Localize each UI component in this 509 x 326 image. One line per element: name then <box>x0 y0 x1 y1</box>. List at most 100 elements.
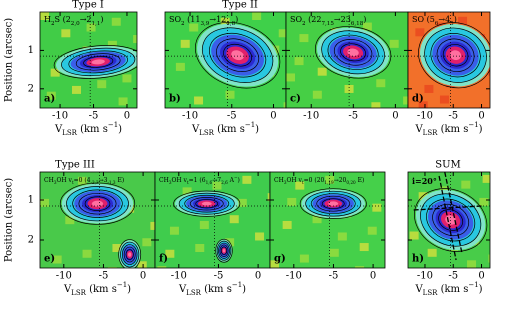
x-tick-label: -10 <box>171 271 187 282</box>
noise <box>461 180 471 189</box>
label-part: →4 <box>438 15 450 24</box>
label-part: 5 <box>450 21 454 27</box>
emission <box>128 252 132 257</box>
noise <box>97 80 107 89</box>
panel-letter: f) <box>159 254 168 265</box>
y-axis-label: Position (arcsec) <box>4 178 15 262</box>
label-part: V <box>63 284 72 295</box>
noise <box>479 107 489 108</box>
noise <box>82 249 92 258</box>
contour <box>305 190 362 217</box>
x-tick-label: 0 <box>140 271 146 282</box>
contour <box>321 198 345 210</box>
noise <box>344 84 354 93</box>
noise <box>283 102 286 108</box>
noise <box>286 73 295 82</box>
y-tick-label: 2 <box>28 83 34 94</box>
noise <box>122 74 132 83</box>
label-part: 2 <box>51 21 55 27</box>
contour <box>414 188 488 252</box>
contour <box>340 43 367 62</box>
contour <box>315 26 392 79</box>
label-part: LSR <box>71 289 86 297</box>
noise <box>482 174 490 183</box>
noise <box>133 35 137 44</box>
contour <box>173 190 241 217</box>
noise <box>372 203 382 212</box>
noise <box>424 84 434 93</box>
label-part: (km s <box>214 124 245 135</box>
label-part: H <box>44 15 51 24</box>
panel-letter: e) <box>44 254 55 265</box>
label-part: LSR <box>423 129 438 137</box>
x-tick-label: -5 <box>348 111 358 122</box>
panel <box>40 172 155 268</box>
label-part: →2 <box>80 15 92 24</box>
contour <box>118 239 142 268</box>
noise <box>111 17 121 26</box>
label-part: →20 <box>334 177 347 184</box>
label-part: (km s <box>86 284 117 295</box>
noise <box>189 23 199 32</box>
label-part: OH v <box>172 177 188 184</box>
contour <box>184 194 230 213</box>
noise <box>72 85 82 94</box>
noise <box>403 96 408 105</box>
x-tick-label: -5 <box>448 111 458 122</box>
noise <box>355 266 365 268</box>
noise <box>46 91 56 100</box>
label-part: ) <box>242 284 246 295</box>
label-part: ) <box>118 124 122 135</box>
panel-bg <box>270 172 385 268</box>
panel-frame <box>407 171 491 269</box>
label-part: CH <box>44 177 54 184</box>
contour <box>424 27 487 83</box>
label-part: t <box>187 180 189 185</box>
noise <box>112 244 122 252</box>
label-part: CH <box>274 177 284 184</box>
x-tick-label: 0 <box>255 271 261 282</box>
label-part: V <box>191 124 200 135</box>
label-part: LSR <box>62 129 77 137</box>
y-axis-label: Position (arcsec) <box>4 18 15 102</box>
x-tick-label: -5 <box>99 271 109 282</box>
noise <box>229 215 239 224</box>
label-part: 6 <box>435 21 439 27</box>
label-part: →23 <box>334 15 351 24</box>
noise <box>278 29 286 38</box>
contour <box>209 32 267 78</box>
label-part: (km s <box>201 284 232 295</box>
contour <box>121 244 138 265</box>
contour <box>59 182 136 225</box>
contour <box>432 203 470 237</box>
noise <box>194 96 204 105</box>
label-part: 2 <box>181 21 185 27</box>
label-part: 3 <box>169 180 172 185</box>
y-tick-label: 1 <box>28 45 34 56</box>
contour <box>189 196 224 211</box>
noise <box>220 17 230 26</box>
panel-frame <box>269 171 386 269</box>
label-part: =0 (20 <box>304 177 325 184</box>
panel-frame <box>407 11 491 109</box>
contour <box>430 33 481 78</box>
contour <box>202 27 274 83</box>
noise <box>418 101 428 108</box>
x-tick-label: -10 <box>286 271 302 282</box>
noise <box>325 175 335 184</box>
noise <box>295 181 305 190</box>
rich-label: SO (56→45) <box>412 15 457 27</box>
contour <box>178 192 235 215</box>
contour <box>61 47 136 77</box>
label-part: V <box>414 124 423 135</box>
noise <box>107 40 117 49</box>
contour <box>75 53 121 71</box>
label-part: 6,18 <box>351 21 364 27</box>
emission <box>449 50 462 61</box>
contour <box>83 56 114 68</box>
contour <box>125 249 134 260</box>
panel <box>40 12 137 108</box>
noise <box>270 260 279 268</box>
noise <box>312 215 322 224</box>
label-part: (22 <box>306 15 322 24</box>
